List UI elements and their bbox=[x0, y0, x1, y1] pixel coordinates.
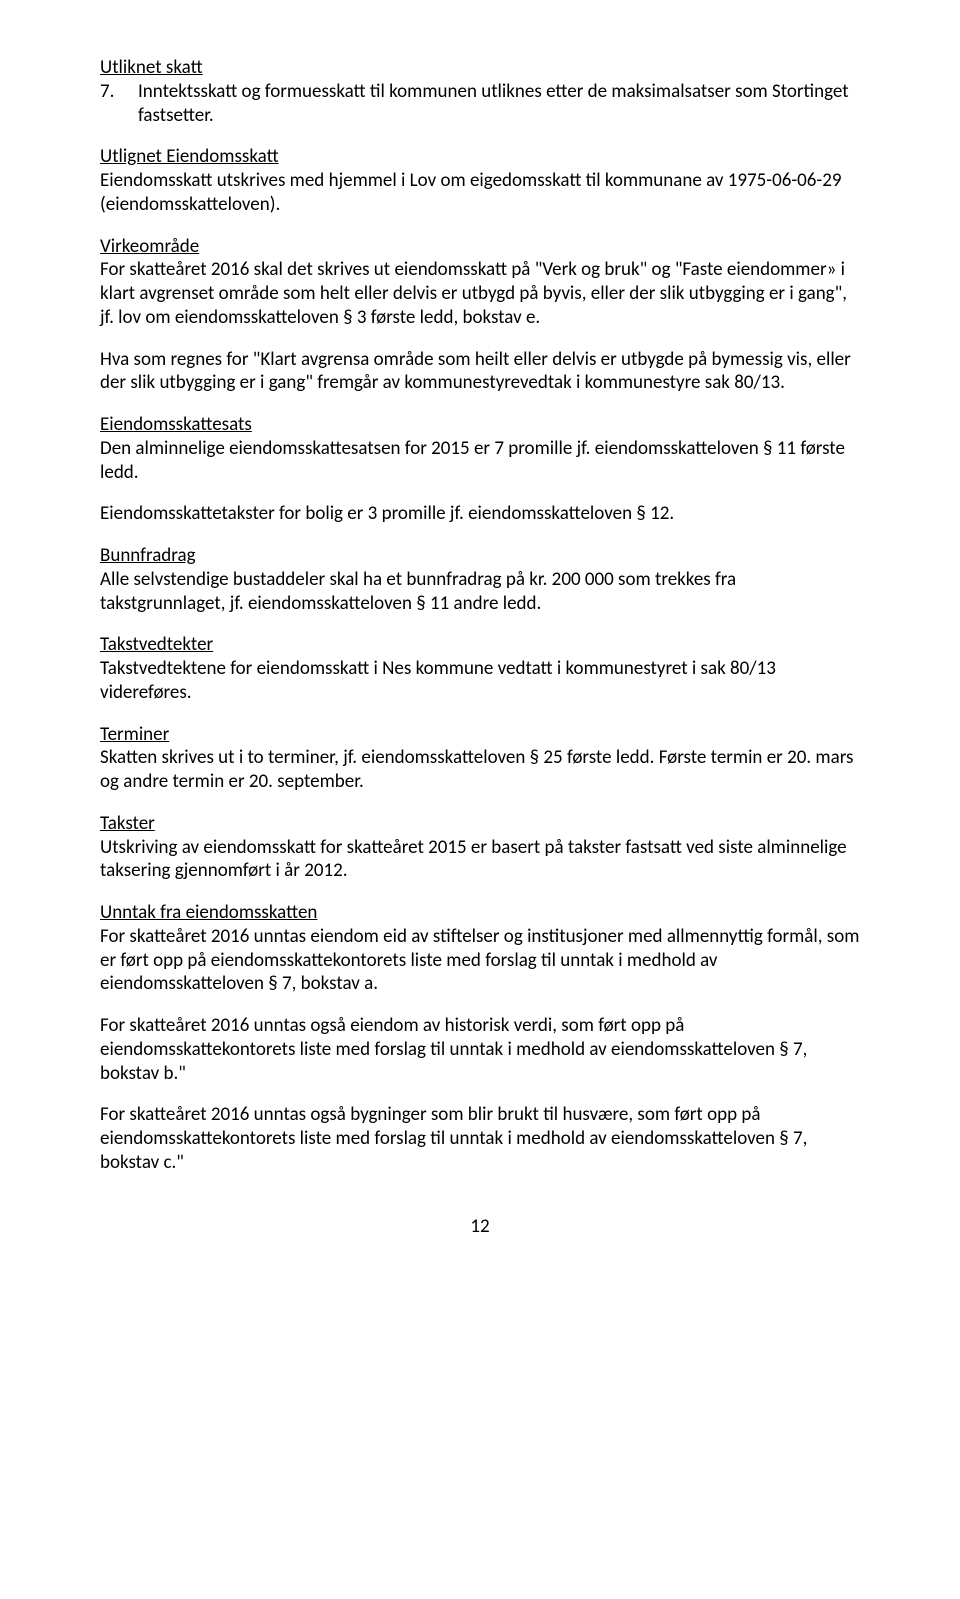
section-bunnfradrag: Bunnfradrag Alle selvstendige bustaddele… bbox=[100, 544, 860, 615]
section-unntak-p1: Unntak fra eiendomsskatten For skatteåre… bbox=[100, 901, 860, 996]
section-utlignet-eiendomsskatt: Utlignet Eiendomsskatt Eiendomsskatt uts… bbox=[100, 145, 860, 216]
section-takstvedtekter: Takstvedtekter Takstvedtektene for eiend… bbox=[100, 633, 860, 704]
body-text: Takstvedtektene for eiendomsskatt i Nes … bbox=[100, 657, 776, 704]
heading-virkeomrade: Virkeområde bbox=[100, 235, 199, 258]
section-terminer: Terminer Skatten skrives ut i to termine… bbox=[100, 723, 860, 794]
section-eiendomsskattesats-p1: Eiendomsskattesats Den alminnelige eiend… bbox=[100, 413, 860, 484]
body-text: Utskriving av eiendomsskatt for skatteår… bbox=[100, 836, 847, 883]
body-text: For skatteåret 2016 skal det skrives ut … bbox=[100, 258, 847, 329]
section-takster: Takster Utskriving av eiendomsskatt for … bbox=[100, 812, 860, 883]
body-text: Alle selvstendige bustaddeler skal ha et… bbox=[100, 568, 736, 615]
section-unntak-p2: For skatteåret 2016 unntas også eiendom … bbox=[100, 1014, 860, 1085]
heading-takstvedtekter: Takstvedtekter bbox=[100, 633, 213, 656]
document-page: Utliknet skatt 7. Inntektsskatt og formu… bbox=[0, 0, 960, 1278]
body-text: Den alminnelige eiendomsskattesatsen for… bbox=[100, 437, 845, 484]
body-text: Skatten skrives ut i to terminer, jf. ei… bbox=[100, 746, 853, 793]
heading-takster: Takster bbox=[100, 812, 155, 835]
section-virkeomrade-p2: Hva som regnes for "Klart avgrensa områd… bbox=[100, 348, 860, 396]
heading-utliknet-skatt: Utliknet skatt bbox=[100, 56, 860, 80]
heading-eiendomsskattesats: Eiendomsskattesats bbox=[100, 413, 252, 436]
heading-utlignet-eiendomsskatt: Utlignet Eiendomsskatt bbox=[100, 145, 279, 168]
item-text: Inntektsskatt og formuesskatt til kommun… bbox=[138, 80, 860, 128]
section-eiendomsskattesats-p2: Eiendomsskattetakster for bolig er 3 pro… bbox=[100, 502, 860, 526]
numbered-item: 7. Inntektsskatt og formuesskatt til kom… bbox=[100, 80, 860, 128]
heading-terminer: Terminer bbox=[100, 723, 169, 746]
body-text: For skatteåret 2016 unntas eiendom eid a… bbox=[100, 925, 859, 996]
section-virkeomrade-p1: Virkeområde For skatteåret 2016 skal det… bbox=[100, 235, 860, 330]
body-text: Eiendomsskatt utskrives med hjemmel i Lo… bbox=[100, 169, 841, 216]
section-unntak-p3: For skatteåret 2016 unntas også bygninge… bbox=[100, 1103, 860, 1174]
item-number: 7. bbox=[100, 80, 138, 128]
heading-bunnfradrag: Bunnfradrag bbox=[100, 544, 196, 567]
page-number: 12 bbox=[100, 1215, 860, 1239]
heading-unntak: Unntak fra eiendomsskatten bbox=[100, 901, 317, 924]
